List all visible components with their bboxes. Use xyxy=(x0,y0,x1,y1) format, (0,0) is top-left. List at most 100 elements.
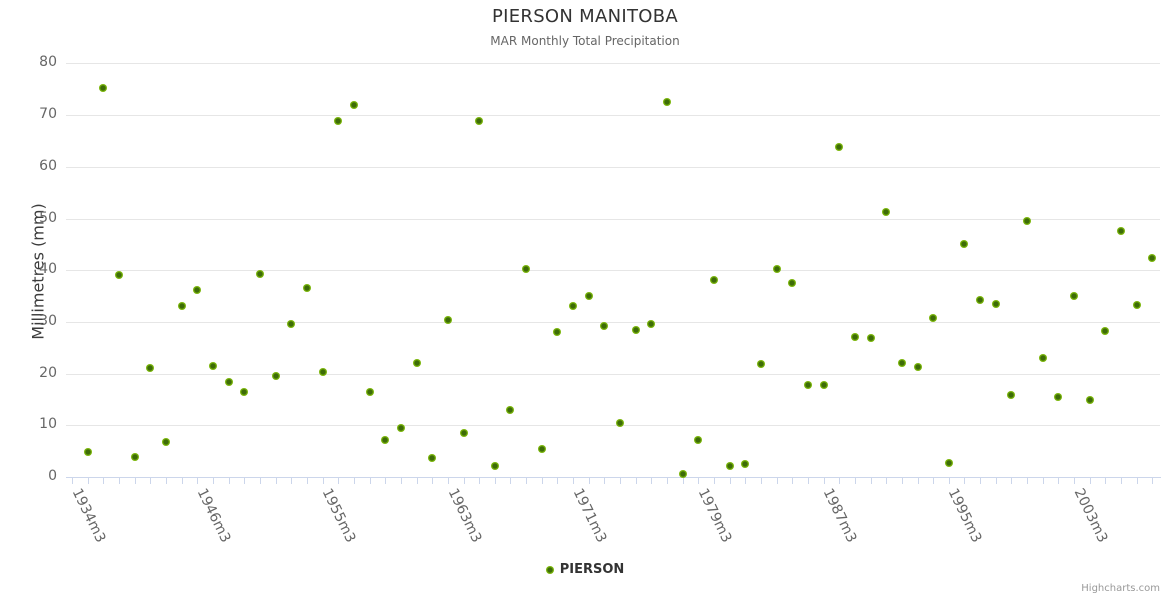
data-point[interactable] xyxy=(866,333,875,342)
x-axis-tick xyxy=(400,478,402,484)
data-point[interactable] xyxy=(522,265,531,274)
data-point[interactable] xyxy=(788,279,797,288)
x-axis-tick xyxy=(651,478,653,484)
x-axis-label: 1934m3 xyxy=(68,486,109,546)
data-point[interactable] xyxy=(678,469,687,478)
data-point[interactable] xyxy=(1054,392,1063,401)
data-point[interactable] xyxy=(256,269,264,278)
data-point[interactable] xyxy=(1148,253,1157,262)
x-axis-tick xyxy=(886,478,888,484)
x-axis-tick xyxy=(416,478,418,484)
data-point[interactable] xyxy=(83,447,92,456)
data-point[interactable] xyxy=(115,271,124,280)
data-point[interactable] xyxy=(506,405,515,414)
data-point[interactable] xyxy=(537,445,546,454)
y-axis-label: 10 xyxy=(39,416,57,433)
data-point[interactable] xyxy=(553,328,562,337)
data-point[interactable] xyxy=(1038,354,1047,363)
data-point[interactable] xyxy=(960,240,969,249)
data-point[interactable] xyxy=(772,264,781,273)
data-point[interactable] xyxy=(835,142,844,151)
data-point[interactable] xyxy=(443,315,452,324)
data-point[interactable] xyxy=(99,84,108,93)
data-point[interactable] xyxy=(929,313,938,322)
data-point[interactable] xyxy=(616,419,624,428)
x-axis-tick xyxy=(1136,478,1138,484)
credits-link[interactable]: Highcharts.com xyxy=(1081,583,1160,594)
x-axis-tick xyxy=(964,478,966,484)
data-point[interactable] xyxy=(663,98,671,107)
data-point[interactable] xyxy=(224,377,233,386)
x-axis-tick xyxy=(510,478,512,484)
data-point[interactable] xyxy=(209,361,217,370)
data-point[interactable] xyxy=(725,462,734,471)
data-point[interactable] xyxy=(162,438,170,447)
y-gridline xyxy=(66,373,1160,375)
data-point[interactable] xyxy=(631,326,640,335)
x-axis-tick xyxy=(870,478,872,484)
x-axis-label: 1987m3 xyxy=(819,486,860,546)
x-axis-tick xyxy=(338,478,340,484)
x-axis-tick xyxy=(447,478,449,484)
data-point[interactable] xyxy=(459,429,468,438)
data-point[interactable] xyxy=(1101,327,1110,336)
data-point[interactable] xyxy=(146,364,155,373)
x-axis-tick xyxy=(541,478,543,484)
data-point[interactable] xyxy=(1117,227,1125,236)
data-point[interactable] xyxy=(365,388,374,397)
data-point[interactable] xyxy=(756,360,765,369)
data-point[interactable] xyxy=(709,275,718,284)
data-point[interactable] xyxy=(177,302,186,311)
data-point[interactable] xyxy=(271,371,280,380)
data-point[interactable] xyxy=(569,301,578,310)
data-point[interactable] xyxy=(741,460,750,469)
x-axis-label: 2003m3 xyxy=(1070,486,1111,546)
data-point[interactable] xyxy=(412,359,421,368)
x-axis-tick xyxy=(1152,478,1154,484)
data-point[interactable] xyxy=(803,381,812,389)
data-point[interactable] xyxy=(976,295,985,304)
x-axis-tick xyxy=(995,478,997,484)
data-point[interactable] xyxy=(694,436,703,445)
data-point[interactable] xyxy=(647,320,656,328)
data-point[interactable] xyxy=(1070,292,1078,301)
data-point[interactable] xyxy=(349,101,358,110)
data-point[interactable] xyxy=(130,452,139,461)
data-point[interactable] xyxy=(287,320,296,328)
data-point[interactable] xyxy=(334,116,343,125)
data-point[interactable] xyxy=(240,388,249,397)
data-point[interactable] xyxy=(193,285,202,294)
data-point[interactable] xyxy=(475,116,484,125)
x-axis-tick xyxy=(776,478,778,484)
y-gridline xyxy=(66,270,1160,272)
legend-item-pierson[interactable]: PIERSON xyxy=(0,562,1170,577)
x-axis-tick xyxy=(1042,478,1044,484)
x-axis-tick xyxy=(713,478,715,484)
data-point[interactable] xyxy=(1132,301,1141,310)
data-point[interactable] xyxy=(1085,396,1094,404)
data-point[interactable] xyxy=(396,424,405,433)
data-point[interactable] xyxy=(490,462,499,471)
data-point[interactable] xyxy=(819,380,828,389)
data-point[interactable] xyxy=(897,358,906,367)
data-point[interactable] xyxy=(428,454,437,463)
data-point[interactable] xyxy=(944,459,953,467)
data-point[interactable] xyxy=(600,322,609,330)
data-point[interactable] xyxy=(584,292,593,301)
data-point[interactable] xyxy=(913,362,922,371)
data-point[interactable] xyxy=(850,333,859,342)
x-axis-tick xyxy=(1074,478,1075,484)
x-axis-tick xyxy=(604,478,606,484)
x-axis-tick xyxy=(197,478,199,484)
data-point[interactable] xyxy=(318,367,327,376)
x-axis-tick xyxy=(479,478,481,484)
data-point[interactable] xyxy=(991,300,1000,309)
data-point[interactable] xyxy=(1007,391,1016,400)
data-point[interactable] xyxy=(1023,216,1031,225)
data-point[interactable] xyxy=(882,208,891,217)
data-point[interactable] xyxy=(381,435,390,444)
x-axis-tick xyxy=(166,478,167,484)
data-point[interactable] xyxy=(302,283,311,292)
x-axis-tick xyxy=(291,478,293,484)
